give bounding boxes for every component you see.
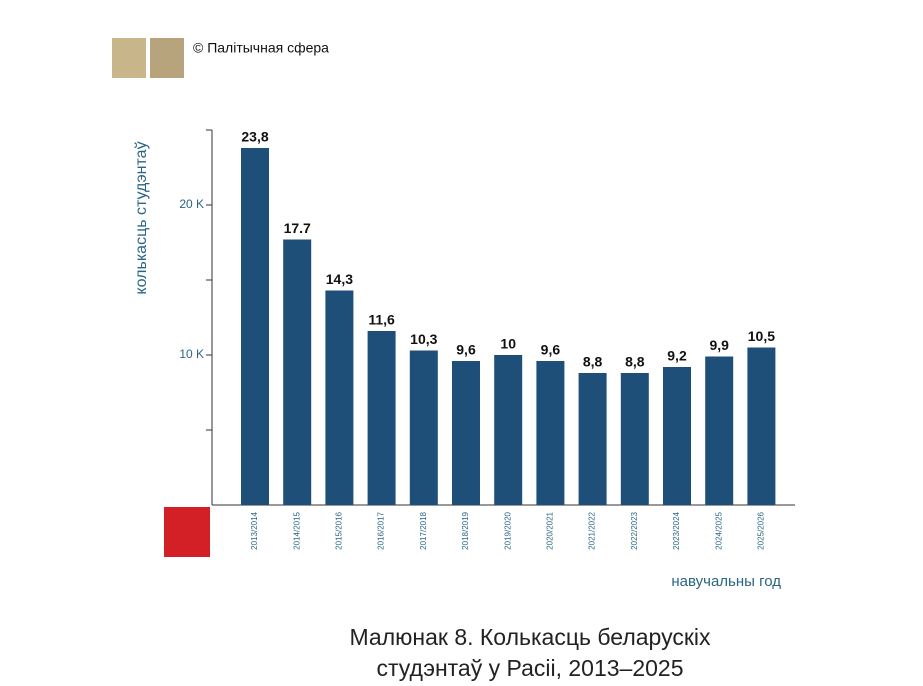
x-axis-label: навучальны год: [671, 573, 781, 590]
value-label: 9,9: [709, 337, 729, 353]
bar: [409, 350, 438, 505]
value-label: 17.7: [284, 220, 311, 236]
x-tick-label: 2014/2015: [292, 511, 301, 549]
value-label: 11,6: [368, 312, 395, 328]
bar: [494, 355, 523, 505]
bar: [325, 290, 354, 505]
value-label: 10: [500, 336, 516, 352]
x-tick-label: 2015/2016: [335, 511, 344, 549]
x-tick-label: 2019/2020: [503, 511, 512, 549]
value-label: 23,8: [241, 129, 268, 145]
x-tick-label: 2025/2026: [757, 511, 766, 549]
source-text: © Палітычная сфера: [193, 40, 329, 56]
value-label: 10,5: [748, 328, 775, 344]
caption: студэнтаў у Расіі, 2013–2025: [377, 655, 684, 681]
x-tick-label: 2018/2019: [461, 511, 470, 549]
bar: [241, 148, 269, 505]
bar: [578, 373, 607, 505]
y-axis-label: колькасць студэнтаў: [133, 141, 150, 294]
x-tick-label: 2017/2018: [419, 511, 428, 549]
emblem: [164, 507, 210, 557]
value-label: 9,6: [456, 342, 476, 358]
bar: [283, 239, 312, 505]
x-tick-label: 2022/2023: [630, 511, 639, 549]
x-tick-label: 2016/2017: [377, 511, 386, 549]
bar: [536, 361, 565, 505]
bar: [620, 373, 649, 505]
bar: [367, 331, 396, 505]
bar: [452, 361, 480, 505]
value-label: 8,8: [583, 354, 603, 370]
value-label: 14,3: [326, 271, 353, 287]
value-label: 8,8: [625, 354, 645, 370]
x-tick-label: 2013/2014: [250, 511, 259, 549]
source-icon: [150, 38, 184, 78]
x-tick-label: 2021/2022: [588, 511, 597, 549]
x-tick-label: 2020/2021: [546, 511, 555, 549]
x-tick-label: 2024/2025: [714, 511, 723, 549]
y-tick-label: 10 K: [179, 347, 204, 361]
caption: Малюнак 8. Колькасць беларускіх: [350, 624, 711, 650]
y-tick-label: 20 K: [179, 197, 204, 211]
x-tick-label: 2023/2024: [672, 511, 681, 549]
bar: [747, 347, 776, 505]
bar: [663, 367, 691, 505]
value-label: 9,2: [667, 348, 687, 364]
value-label: 9,6: [541, 342, 561, 358]
bar: [705, 356, 734, 505]
value-label: 10,3: [410, 331, 437, 347]
source-icon: [112, 38, 146, 78]
